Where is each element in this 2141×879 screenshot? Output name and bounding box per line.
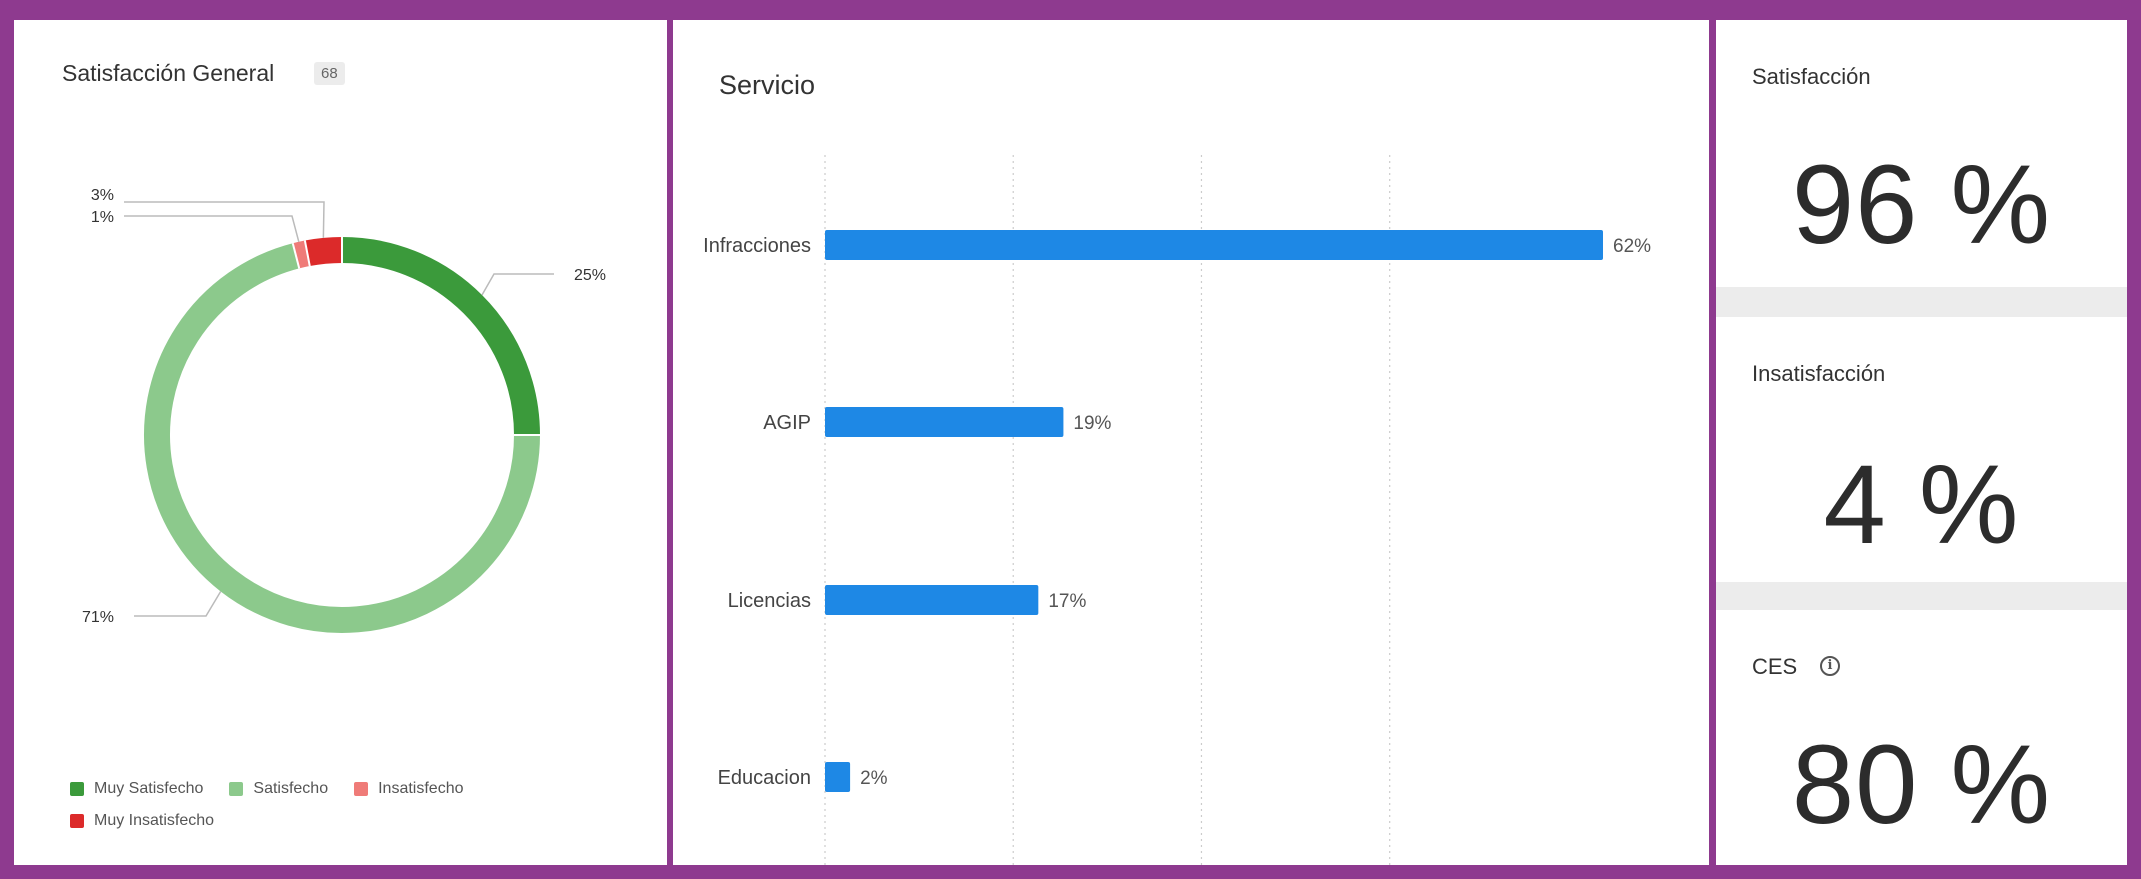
info-icon[interactable]: i [1820, 656, 1840, 676]
bar[interactable] [825, 230, 1603, 260]
metrics-column: Satisfacción 96 % Insatisfacción 4 % CES… [1716, 20, 2127, 865]
count-badge: 68 [314, 62, 345, 85]
leader-line [134, 591, 222, 617]
value-label: 17% [1048, 591, 1086, 612]
donut-slice[interactable] [292, 240, 310, 269]
leader-line [481, 273, 554, 296]
satisfaction-general-panel: Satisfacción General 68 25% 71% 1% 3% Muy S… [14, 20, 667, 865]
value-label: 19% [1073, 413, 1111, 434]
donut-chart: 25% 71% 1% 3% [82, 187, 606, 633]
card-title: Insatisfacción [1752, 361, 1886, 386]
panel-title: Servicio [719, 70, 816, 100]
category-label: Infracciones [703, 235, 811, 257]
chart-legend: Muy Satisfecho Satisfecho Insatisfecho Muy … [70, 780, 630, 844]
value-label: 62% [1613, 236, 1651, 257]
legend-swatch [354, 782, 369, 796]
data-label: 3% [91, 187, 114, 204]
bar[interactable] [825, 762, 851, 792]
legend-swatch [229, 782, 244, 796]
category-label: Licencias [728, 590, 811, 612]
donut-slice[interactable] [144, 243, 540, 633]
service-panel: Servicio Infracciones 62% AGIP 19% Licencias… [673, 20, 1709, 865]
legend-swatch [70, 782, 84, 796]
donut-slice[interactable] [304, 237, 343, 267]
bar[interactable] [825, 407, 1064, 437]
slice-separator [291, 242, 301, 269]
leader-line [124, 215, 300, 242]
dissatisfaction-card: Insatisfacción 4 % [1716, 317, 2127, 582]
legend-label: Muy Satisfecho [94, 780, 204, 797]
value-label: 2% [860, 768, 888, 789]
card-value: 96 % [1791, 142, 2052, 267]
card-value: 80 % [1791, 722, 2052, 847]
bar-chart: Infracciones 62% AGIP 19% Licencias 17% Educac… [703, 155, 1651, 865]
legend-item[interactable]: Muy Satisfecho [70, 780, 203, 798]
card-title: CES [1752, 654, 1798, 679]
leader-line [124, 201, 325, 238]
legend-label: Insatisfecho [378, 780, 464, 797]
legend-item[interactable]: Satisfecho [229, 780, 328, 798]
legend-label: Satisfecho [253, 780, 329, 797]
legend-item[interactable]: Muy Insatisfecho [70, 812, 214, 830]
satisfaction-card: Satisfacción 96 % [1716, 20, 2127, 287]
panel-title: Satisfacción General [62, 60, 275, 86]
data-label: 25% [574, 267, 606, 284]
legend-item[interactable]: Insatisfecho [354, 780, 464, 798]
ces-card: CES i 80 % [1716, 610, 2127, 865]
data-label: 1% [91, 209, 114, 226]
slice-separator [303, 240, 311, 267]
card-title: Satisfacción [1752, 64, 1871, 89]
category-label: AGIP [763, 412, 811, 434]
legend-label: Muy Insatisfecho [94, 812, 215, 829]
card-value: 4 % [1823, 442, 2020, 567]
data-label: 71% [82, 609, 114, 626]
donut-slice[interactable] [341, 237, 540, 436]
category-label: Educacion [718, 767, 811, 789]
legend-swatch [70, 814, 84, 828]
bar[interactable] [825, 585, 1039, 615]
